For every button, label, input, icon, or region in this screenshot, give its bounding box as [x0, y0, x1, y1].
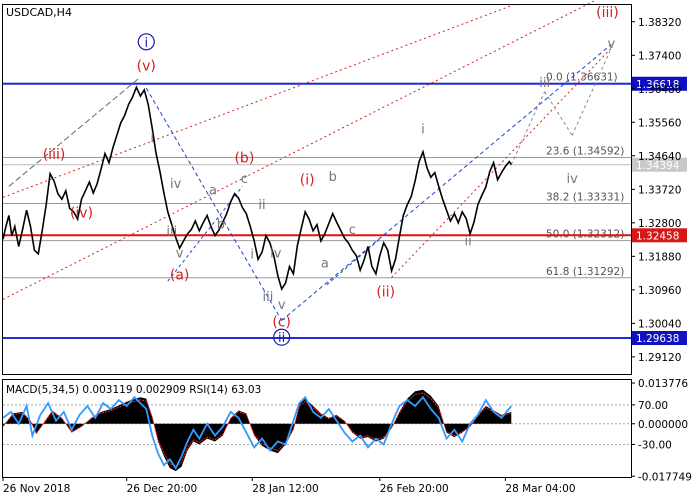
wave-label: iii: [263, 290, 274, 305]
level-tag: [632, 331, 687, 346]
wave-label: a: [321, 256, 329, 271]
wave-label: i: [421, 123, 425, 138]
x-tick-label: 26 Dec 20:00: [127, 483, 198, 495]
y-tick-label: 1.37400: [638, 50, 681, 62]
wave-label: a: [209, 183, 217, 198]
wave-label: (a): [170, 267, 190, 283]
macd-histogram: [3, 389, 512, 472]
wave-label: i: [250, 248, 254, 263]
wave-label: v: [608, 37, 616, 52]
wave-label: iv: [566, 172, 578, 187]
trend-line: [510, 91, 546, 165]
level-tag-label: 1.34394: [636, 160, 680, 172]
axis-layer: 1.38320 1.37400 1.36480 1.35560 1.34640 1.337…: [2, 17, 692, 495]
y-tick-label: 1.36480: [638, 84, 681, 96]
fib-label: 0.0 (1.36631): [546, 71, 618, 83]
wave-label: iii: [166, 225, 177, 240]
wave-label: (iii): [43, 147, 66, 163]
trend-line: [2, 4, 514, 198]
indicator-y-tick-label: 0.000000: [638, 419, 688, 431]
wave-label: b: [329, 170, 337, 185]
indicator-y-tick-label: 0.013776: [638, 378, 688, 390]
trend-line: [544, 91, 573, 136]
level-tag-label: 1.29638: [636, 333, 679, 345]
level-tag: [632, 157, 687, 172]
wave-label: c: [349, 223, 356, 238]
wave-label: (ii): [376, 284, 395, 300]
wave-label: v: [176, 246, 184, 261]
indicator-title: MACD(5,34,5) 0.003119 0.002909 RSI(14) 6…: [6, 384, 261, 396]
wave-label: i: [144, 36, 148, 51]
chart-title: USDCAD,H4: [6, 6, 72, 19]
trend-line: [167, 186, 243, 282]
y-tick-label: 1.30040: [638, 318, 681, 330]
wave-label: (c): [272, 315, 291, 331]
level-tag-label: 1.36618: [636, 79, 679, 91]
wave-label: ii: [278, 331, 285, 346]
wave-label: i: [150, 132, 154, 147]
levels-layer: 0.0 (1.36631) 23.6 (1.34592) 38.2 (1.33331…: [3, 71, 687, 346]
trendlines-layer: [2, 0, 612, 321]
x-tick-label: 28 Mar 04:00: [505, 483, 575, 495]
wave-label: (v): [137, 59, 156, 75]
wave-label: ii: [258, 198, 265, 213]
x-tick-label: 28 Jan 12:00: [252, 483, 318, 495]
wave-labels-layer: (iii)(iv)(v)iiiiiivv(a)abc(b)iiiiiiivv(c…: [43, 5, 619, 346]
macd-signal: [2, 392, 512, 467]
wave-label: (i): [300, 173, 315, 189]
y-tick-label: 1.32800: [638, 218, 681, 230]
rsi-line: [2, 395, 512, 470]
indicator-y-tick-label: -0.017749: [638, 471, 692, 483]
level-tag-label: 1.32458: [636, 230, 679, 242]
y-tick-label: 1.35560: [638, 117, 681, 129]
x-tick-label: 26 Nov 2018: [3, 483, 70, 495]
wave-circle: [137, 33, 155, 51]
wave-label: v: [278, 298, 286, 313]
wave-label: (b): [234, 151, 254, 167]
wave-label: (iv): [70, 205, 93, 221]
price-line: [2, 85, 512, 292]
fib-label: 23.6 (1.34592): [546, 146, 624, 158]
wave-label: iv: [270, 246, 282, 261]
level-tag: [632, 76, 687, 91]
fib-label: 38.2 (1.33331): [546, 191, 624, 203]
wave-label: iii: [539, 76, 550, 91]
trend-line: [2, 0, 598, 300]
level-tag: [632, 228, 687, 243]
y-tick-label: 1.33720: [638, 184, 681, 196]
x-tick-label: 26 Feb 20:00: [380, 483, 449, 495]
fib-label: 61.8 (1.31292): [546, 266, 624, 278]
trend-line: [326, 237, 383, 286]
trend-line: [145, 87, 283, 321]
price-layer: [2, 85, 512, 292]
y-tick-label: 1.38320: [638, 17, 681, 29]
y-tick-label: 1.34640: [638, 151, 681, 163]
wave-circle: [273, 328, 291, 346]
y-tick-label: 1.31880: [638, 251, 681, 263]
trend-line: [281, 43, 612, 321]
indicator-y-tick-label: -30.00: [638, 439, 672, 451]
y-tick-label: 1.30960: [638, 285, 681, 297]
wave-label: b: [217, 217, 225, 232]
trend-line: [571, 47, 612, 136]
wave-label: c: [241, 172, 248, 187]
trend-line: [8, 76, 141, 187]
main-panel-frame: [2, 4, 632, 375]
y-tick-label: 1.29120: [638, 352, 681, 364]
indicator-panel-frame: [2, 379, 632, 478]
wave-label: (iii): [596, 5, 619, 21]
wave-label: iv: [170, 177, 182, 192]
wave-label: ii: [464, 234, 471, 249]
indicator-y-tick-label: 70.00: [638, 400, 668, 412]
indicator-layer: [2, 389, 631, 472]
